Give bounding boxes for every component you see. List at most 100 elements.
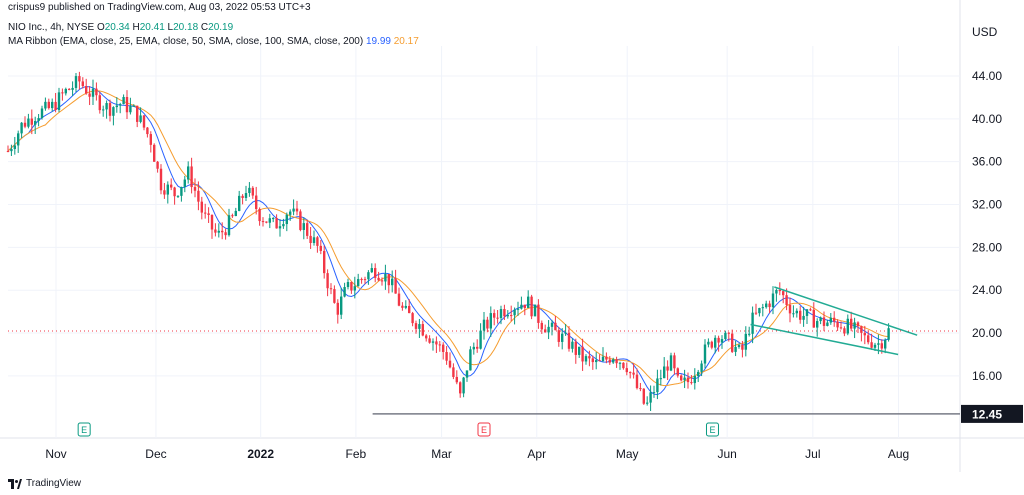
trendlines	[372, 286, 960, 415]
candle-body	[567, 332, 571, 349]
moving-average-lines	[7, 86, 889, 396]
candle-body	[346, 282, 350, 288]
candle-body	[829, 317, 832, 323]
candle-body	[180, 186, 183, 196]
candle-body	[710, 341, 713, 348]
candle-body	[880, 343, 883, 349]
candle-body	[88, 93, 91, 97]
support-price-label: 12.45	[972, 407, 1002, 421]
candle-body	[13, 145, 16, 149]
candle-body	[771, 293, 775, 308]
candle-body	[173, 187, 176, 197]
candle-body	[703, 344, 707, 364]
candle-body	[520, 304, 523, 309]
candle-body	[649, 392, 652, 403]
candle-body	[510, 315, 513, 317]
candle-body	[153, 144, 156, 162]
candle-body	[459, 382, 462, 394]
candle-body	[816, 321, 819, 328]
candle-body	[680, 375, 683, 381]
candle-body	[129, 106, 132, 113]
candle-body	[10, 148, 13, 152]
candle-body	[78, 76, 81, 82]
earnings-marker-icon[interactable]: E	[77, 422, 91, 437]
candle-body	[265, 221, 268, 223]
candle-body	[190, 166, 193, 188]
candle-body	[836, 321, 839, 328]
candle-body	[544, 329, 547, 333]
candle-body	[404, 305, 407, 308]
ohlc-value-o: 20.34	[104, 22, 130, 33]
candle-body	[380, 280, 384, 282]
ohlc-value-l: 20.18	[173, 22, 199, 33]
candle-body	[272, 218, 275, 220]
candle-body	[241, 195, 244, 199]
candle-body	[282, 224, 285, 227]
candle-body	[115, 105, 118, 108]
candle-body	[785, 295, 788, 305]
candle-body	[819, 317, 822, 322]
time-tick-label: 2022	[247, 447, 274, 461]
earnings-marker-icon[interactable]: E	[705, 422, 719, 437]
candle-body	[445, 352, 448, 361]
candle-body	[751, 312, 754, 334]
candle-body	[867, 335, 870, 343]
candle-body	[516, 308, 520, 310]
candle-body	[673, 355, 676, 369]
candle-body	[391, 278, 394, 286]
candle-body	[850, 318, 853, 329]
ohlc-value-h: 20.41	[139, 22, 165, 33]
candle-body	[462, 377, 465, 394]
candle-body	[316, 237, 319, 246]
earnings-marker-icon[interactable]: E	[477, 422, 491, 437]
candle-body	[64, 88, 67, 94]
candle-body	[768, 303, 771, 308]
candle-body	[493, 313, 496, 318]
candle-body	[652, 392, 656, 394]
candle-body	[295, 208, 299, 212]
candle-body	[285, 214, 288, 225]
candle-body	[122, 96, 125, 105]
candle-body	[23, 122, 27, 127]
candle-body	[574, 341, 577, 355]
candle-body	[30, 118, 33, 125]
candle-body	[105, 103, 108, 110]
tradingview-brand: TradingView	[26, 478, 82, 489]
candle-body	[374, 268, 377, 278]
candle-body	[411, 313, 414, 324]
candle-body	[877, 343, 880, 345]
candle-body	[418, 324, 421, 329]
time-tick-label: Dec	[145, 447, 166, 461]
candle-body	[612, 359, 615, 363]
tradingview-logo-icon	[8, 478, 22, 489]
ohlc-label-l: L	[164, 22, 174, 33]
candle-body	[44, 101, 47, 109]
candle-body	[635, 374, 639, 389]
candle-body	[234, 210, 237, 217]
candle-body	[357, 279, 360, 287]
candle-body	[622, 362, 625, 369]
candle-body	[275, 218, 278, 229]
candle-body	[775, 289, 778, 294]
candle-body	[207, 213, 210, 215]
candle-body	[200, 201, 203, 213]
candle-body	[557, 330, 560, 342]
candle-body	[414, 323, 418, 329]
candle-body	[156, 161, 159, 169]
candle-body	[323, 250, 326, 274]
candle-body	[591, 358, 594, 363]
candle-body	[149, 134, 152, 145]
candle-body	[724, 332, 727, 340]
symbol-legend[interactable]: NIO Inc., 4h, NYSE O20.34 H20.41 L20.18 …	[8, 22, 233, 33]
indicator-legend[interactable]: MA Ribbon (EMA, close, 25, EMA, close, 5…	[8, 36, 419, 47]
candle-body	[748, 333, 751, 335]
tradingview-footer[interactable]: TradingView	[8, 478, 81, 489]
candle-body	[142, 115, 146, 128]
candle-body	[197, 190, 200, 202]
candle-body	[85, 86, 88, 94]
candle-body	[353, 286, 356, 291]
candle-body	[795, 310, 798, 314]
trendline-upper	[774, 286, 918, 336]
candle-body	[856, 322, 860, 327]
